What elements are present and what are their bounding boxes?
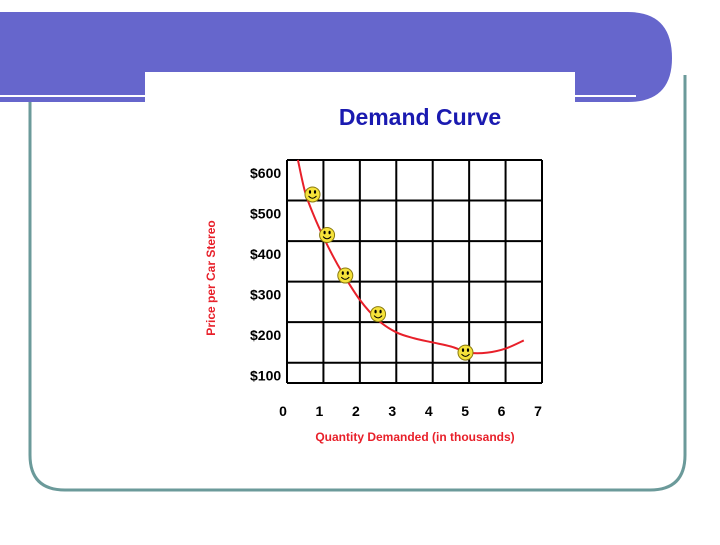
smiley-point-marker (370, 306, 387, 323)
y-tick-label: $500 (250, 206, 281, 222)
x-tick-label: 0 (279, 403, 287, 419)
y-tick-label: $100 (250, 368, 281, 384)
y-tick-labels: $600 $500 $400 $300 $200 $100 (250, 165, 281, 384)
x-tick-labels: 0 1 2 3 4 5 6 7 (279, 403, 542, 419)
y-axis-label: Price per Car Stereo (204, 220, 218, 335)
x-tick-label: 4 (425, 403, 433, 419)
y-tick-label: $200 (250, 327, 281, 343)
smiley-point-marker (304, 186, 321, 203)
y-tick-label: $600 (250, 165, 281, 181)
data-points (304, 186, 474, 361)
y-tick-label: $300 (250, 287, 281, 303)
x-tick-label: 7 (534, 403, 542, 419)
slide-frame (28, 75, 687, 492)
demand-chart: $600 $500 $400 $300 $200 $100 0 1 2 3 4 5 6 7 Price … (204, 159, 543, 444)
smiley-point-marker (457, 344, 474, 361)
y-tick-label: $400 (250, 246, 281, 262)
x-tick-label: 2 (352, 403, 360, 419)
x-axis-label: Quantity Demanded (in thousands) (315, 430, 514, 444)
smiley-point-marker (319, 227, 336, 244)
x-tick-label: 5 (461, 403, 469, 419)
smiley-point-marker (337, 267, 354, 284)
x-tick-label: 6 (498, 403, 506, 419)
demand-curve-line (296, 159, 525, 355)
x-tick-label: 1 (316, 403, 324, 419)
x-tick-label: 3 (388, 403, 396, 419)
chart-title: Demand Curve (338, 104, 502, 130)
